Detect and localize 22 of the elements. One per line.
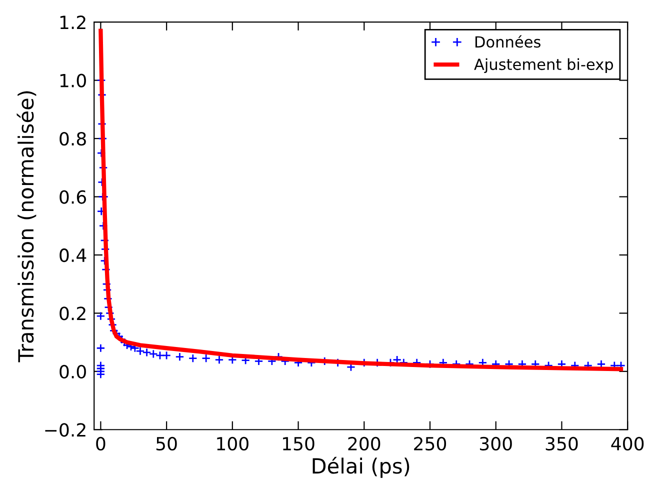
y-tick-label: −0.2	[45, 423, 86, 437]
x-tick-label: 250	[414, 436, 446, 451]
line-series	[98, 28, 624, 372]
x-axis-title: Délai (ps)	[312, 456, 410, 478]
y-tick-label: 0.8	[60, 132, 86, 146]
x-tick-label: 200	[348, 436, 380, 451]
x-tick-label: 300	[480, 436, 512, 451]
x-tick-label: 350	[546, 436, 578, 451]
x-tick-label: 400	[611, 436, 644, 451]
legend-label: Ajustement bi-exp	[474, 58, 613, 74]
y-tick-label: 0.4	[60, 248, 86, 262]
legend-label: Données	[475, 35, 540, 48]
y-axis-title: Transmission (normalisée)	[16, 91, 36, 362]
y-tick-label: 1.0	[60, 74, 86, 88]
x-tick-label: 0	[96, 436, 106, 451]
y-tick-label: 1.2	[60, 16, 86, 29]
x-tick-label: 150	[283, 436, 314, 451]
x-tick-label: 100	[217, 436, 248, 451]
x-tick-label: 50	[156, 436, 177, 451]
y-tick-label: 0.6	[60, 190, 86, 204]
y-tick-label: 0.0	[60, 364, 86, 379]
y-tick-label: 0.2	[60, 306, 86, 320]
